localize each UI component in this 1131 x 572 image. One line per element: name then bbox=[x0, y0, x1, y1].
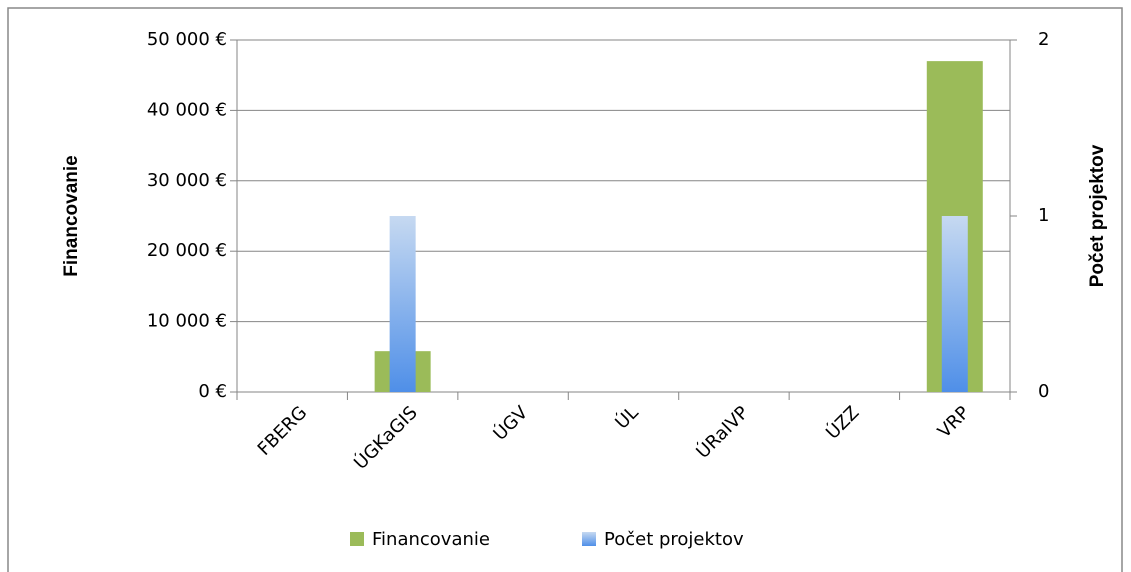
x-tick-label: ÚZZ bbox=[821, 402, 863, 444]
y-axis-title: Financovanie bbox=[61, 155, 82, 276]
y-tick-label: 30 000 € bbox=[147, 170, 227, 191]
legend-label: Počet projektov bbox=[604, 529, 744, 550]
chart-frame bbox=[7, 7, 1123, 572]
y-tick-label: 10 000 € bbox=[147, 311, 227, 332]
y-tick-label: 20 000 € bbox=[147, 240, 227, 261]
y2-tick-label: 0 bbox=[1038, 381, 1049, 402]
bar bbox=[941, 216, 968, 392]
y2-axis-title: Počet projektov bbox=[1087, 144, 1108, 287]
x-tick-label: FBERG bbox=[254, 402, 312, 460]
x-tick-label: ÚGKaGIS bbox=[349, 402, 421, 474]
legend-label: Financovanie bbox=[372, 529, 490, 550]
x-tick-label: ÚL bbox=[611, 402, 643, 434]
y-tick-label: 50 000 € bbox=[147, 29, 227, 50]
y-tick-label: 0 € bbox=[198, 381, 227, 402]
y2-tick-label: 2 bbox=[1038, 29, 1049, 50]
bar bbox=[389, 216, 416, 392]
x-tick-label: ÚGV bbox=[489, 401, 533, 445]
legend-swatch bbox=[350, 532, 364, 546]
x-tick-label: VRP bbox=[934, 402, 974, 442]
y2-tick-label: 1 bbox=[1038, 205, 1049, 226]
y-tick-label: 40 000 € bbox=[147, 99, 227, 120]
legend-swatch bbox=[582, 532, 596, 546]
x-tick-label: ÚRaIVP bbox=[692, 401, 753, 462]
